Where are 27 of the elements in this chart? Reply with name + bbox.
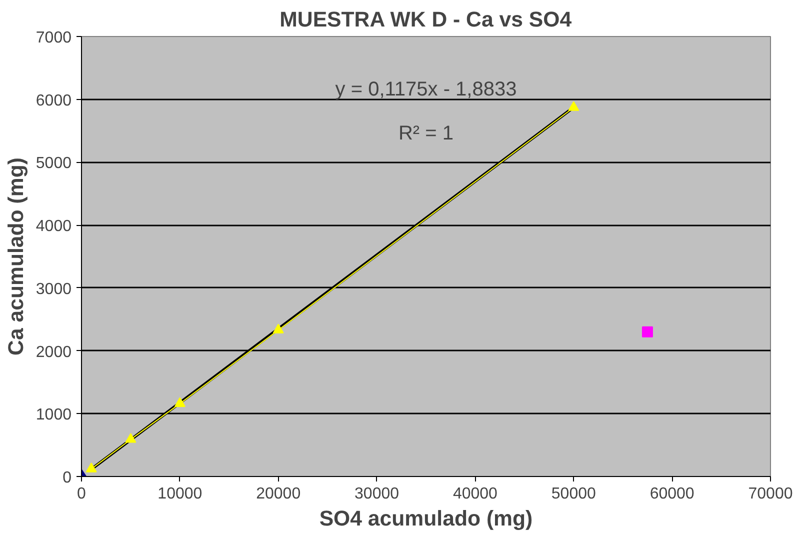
point — [272, 324, 284, 334]
y-tick-label: 6000 — [36, 92, 72, 110]
x-tick-label: 40000 — [452, 486, 498, 502]
x-tick-label: 60000 — [650, 486, 694, 502]
point — [642, 326, 653, 338]
x-axis-title: SO4 acumulado (mg) — [319, 506, 533, 530]
y-tick-label: 2000 — [36, 344, 72, 361]
annotation: R² = 1 — [398, 122, 454, 144]
annotation: y = 0,1175x - 1,8833 — [335, 78, 517, 100]
y-tick-label: 3000 — [36, 280, 72, 298]
point — [125, 433, 136, 443]
x-tick-label: 10000 — [158, 486, 202, 502]
point — [174, 397, 186, 407]
x-tick-label: 30000 — [354, 486, 400, 502]
y-tick-label: 1000 — [36, 406, 72, 424]
y-tick-label: 5000 — [36, 155, 72, 172]
x-tick-label: 20000 — [256, 486, 301, 502]
point — [568, 101, 580, 111]
y-tick-label: 0 — [62, 470, 72, 486]
y-tick-label: 4000 — [36, 218, 72, 236]
x-tick-label: 50000 — [551, 486, 596, 502]
point — [86, 462, 97, 472]
x-tick-label: 0 — [77, 486, 86, 502]
chart-title: MUESTRA WK D - Ca vs SO4 — [280, 8, 572, 32]
y-axis-title: Ca acumulado (mg) — [4, 158, 28, 356]
x-tick-label: 70000 — [748, 486, 793, 502]
y-tick-label: 7000 — [36, 30, 72, 46]
